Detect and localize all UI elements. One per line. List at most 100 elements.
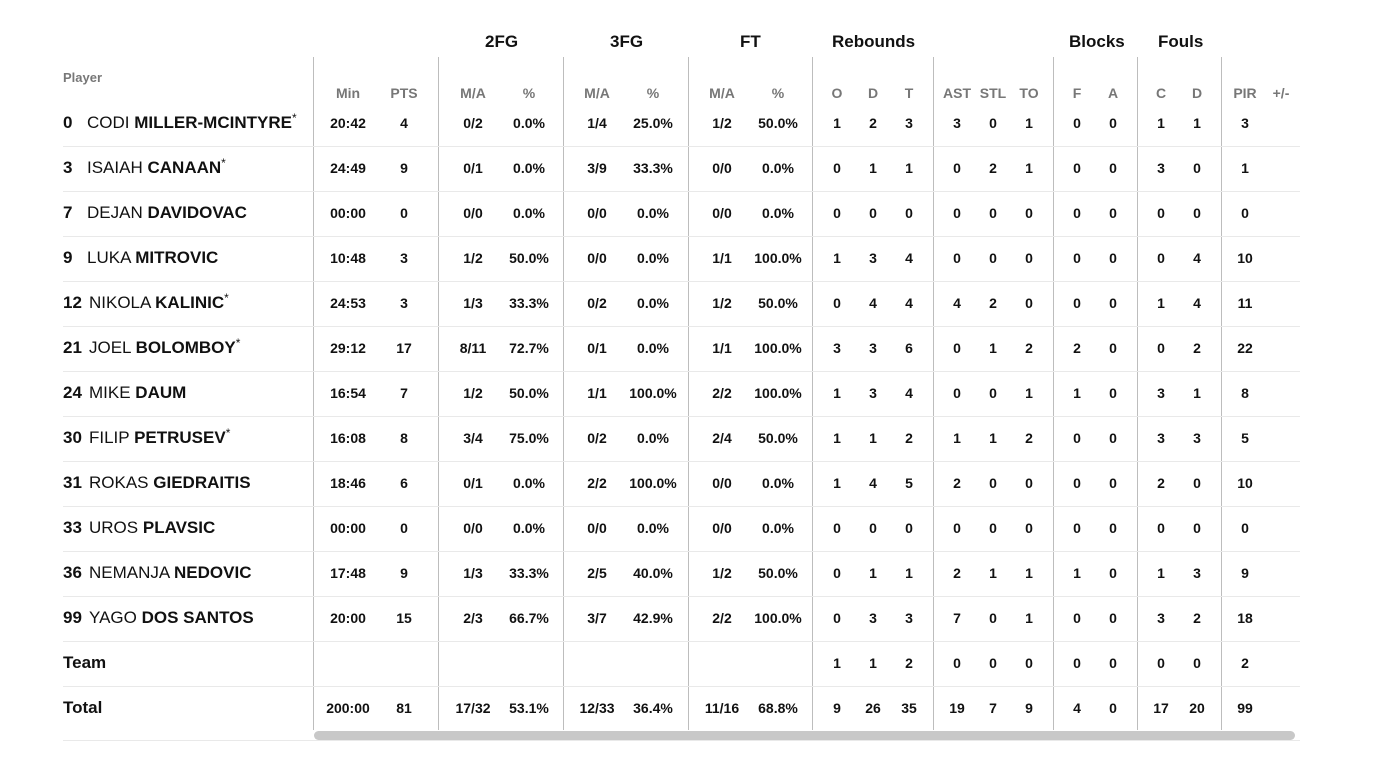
- stat-cell: 8/11: [459, 340, 487, 356]
- stat-cell: 4: [869, 295, 877, 311]
- stat-cell: 12/33: [579, 700, 615, 716]
- column-header[interactable]: M/A: [584, 85, 610, 101]
- player-name[interactable]: 31 ROKAS GIEDRAITIS: [63, 473, 251, 493]
- stat-cell: 0: [1025, 295, 1033, 311]
- team-row-label: Team: [63, 653, 107, 672]
- column-header[interactable]: F: [1072, 85, 1082, 101]
- stat-cell: 6: [400, 475, 408, 491]
- player-name[interactable]: 3 ISAIAH CANAAN*: [63, 156, 226, 178]
- column-header[interactable]: T: [904, 85, 914, 101]
- stat-cell: 0.0%: [513, 115, 545, 131]
- stat-cell: 1: [905, 160, 913, 176]
- stat-cell: 3/9: [587, 160, 607, 176]
- row-divider: [63, 686, 1300, 687]
- player-last-name: MITROVIC: [135, 248, 219, 267]
- player-first-name: FILIP: [89, 428, 130, 447]
- stat-cell: 0: [1073, 430, 1081, 446]
- stat-cell: 1/2: [712, 115, 732, 131]
- stat-cell: 24:49: [330, 160, 366, 176]
- column-header[interactable]: Min: [335, 85, 361, 101]
- stat-cell: 0: [1193, 655, 1201, 671]
- stat-cell: 1/1: [712, 250, 732, 266]
- column-header[interactable]: %: [522, 85, 536, 101]
- player-last-name: CANAAN: [147, 158, 222, 177]
- jersey-number: 30: [63, 428, 82, 447]
- column-header[interactable]: D: [867, 85, 879, 101]
- player-name[interactable]: 0 CODI MILLER-MCINTYRE*: [63, 111, 297, 133]
- player-name[interactable]: 9 LUKA MITROVIC: [63, 248, 218, 268]
- player-name[interactable]: 30 FILIP PETRUSEV*: [63, 426, 230, 448]
- stat-cell: 4: [1193, 295, 1201, 311]
- stat-cell: 0: [989, 385, 997, 401]
- stat-cell: 53.1%: [509, 700, 549, 716]
- column-header[interactable]: PTS: [390, 85, 418, 101]
- stat-cell: 72.7%: [509, 340, 549, 356]
- stat-cell: 66.7%: [509, 610, 549, 626]
- starter-mark: *: [235, 336, 241, 350]
- column-header[interactable]: STL: [979, 85, 1007, 101]
- column-header[interactable]: M/A: [460, 85, 486, 101]
- stat-cell: 0: [1157, 520, 1165, 536]
- player-column-header[interactable]: Player: [63, 70, 103, 85]
- jersey-number: 24: [63, 383, 82, 402]
- stat-cell: 1: [833, 385, 841, 401]
- stat-cell: 0.0%: [762, 475, 794, 491]
- horizontal-scrollbar[interactable]: [314, 731, 1295, 740]
- column-header[interactable]: AST: [943, 85, 971, 101]
- stat-cell: 17: [396, 340, 412, 356]
- player-name[interactable]: 12 NIKOLA KALINIC*: [63, 291, 229, 313]
- column-header[interactable]: %: [771, 85, 785, 101]
- stat-cell: 1/3: [463, 565, 483, 581]
- group-header-blocks: Blocks: [1069, 32, 1125, 51]
- stat-cell: 2/4: [712, 430, 732, 446]
- stat-cell: 0: [1109, 430, 1117, 446]
- column-header[interactable]: M/A: [709, 85, 735, 101]
- player-last-name: PLAVSIC: [142, 518, 216, 537]
- player-last-name: DOS SANTOS: [141, 608, 254, 627]
- player-name[interactable]: 7 DEJAN DAVIDOVAC: [63, 203, 247, 223]
- stat-cell: 1: [1073, 565, 1081, 581]
- column-separator: [1053, 57, 1054, 730]
- column-header[interactable]: O: [831, 85, 843, 101]
- column-header[interactable]: %: [646, 85, 660, 101]
- total-row-label: Total: [63, 698, 103, 717]
- column-header[interactable]: +/-: [1272, 85, 1290, 101]
- jersey-number: 36: [63, 563, 82, 582]
- player-last-name: PETRUSEV: [134, 428, 226, 447]
- player-name[interactable]: 99 YAGO DOS SANTOS: [63, 608, 254, 628]
- stat-cell: 00:00: [330, 520, 366, 536]
- player-name[interactable]: 33 UROS PLAVSIC: [63, 518, 215, 538]
- stat-cell: 0.0%: [513, 475, 545, 491]
- player-name[interactable]: 24 MIKE DAUM: [63, 383, 186, 403]
- stat-cell: 0/0: [463, 520, 483, 536]
- column-header[interactable]: TO: [1019, 85, 1039, 101]
- stat-cell: 10: [1237, 475, 1253, 491]
- stat-cell: 20:42: [330, 115, 366, 131]
- stat-cell: 9: [833, 700, 841, 716]
- column-header[interactable]: PIR: [1233, 85, 1257, 101]
- player-first-name: NEMANJA: [89, 563, 170, 582]
- stat-cell: 40.0%: [633, 565, 673, 581]
- column-header[interactable]: A: [1107, 85, 1119, 101]
- jersey-number: 31: [63, 473, 82, 492]
- player-first-name: LUKA: [87, 248, 131, 267]
- player-name[interactable]: 36 NEMANJA NEDOVIC: [63, 563, 252, 583]
- stat-cell: 1: [833, 430, 841, 446]
- stat-cell: 42.9%: [633, 610, 673, 626]
- column-header[interactable]: C: [1155, 85, 1167, 101]
- stat-cell: 0: [953, 250, 961, 266]
- player-last-name: KALINIC: [155, 293, 225, 312]
- stat-cell: 0: [1073, 610, 1081, 626]
- stat-cell: 0: [833, 565, 841, 581]
- stat-cell: 0: [1157, 250, 1165, 266]
- stat-cell: 0: [1193, 520, 1201, 536]
- stat-cell: 3: [1157, 430, 1165, 446]
- stat-cell: 0: [1109, 565, 1117, 581]
- stat-cell: 0/1: [463, 160, 483, 176]
- stat-cell: 6: [905, 340, 913, 356]
- stat-cell: 50.0%: [758, 565, 798, 581]
- column-header[interactable]: D: [1191, 85, 1203, 101]
- player-name[interactable]: 21 JOEL BOLOMBOY*: [63, 336, 241, 358]
- stat-cell: 1: [1193, 115, 1201, 131]
